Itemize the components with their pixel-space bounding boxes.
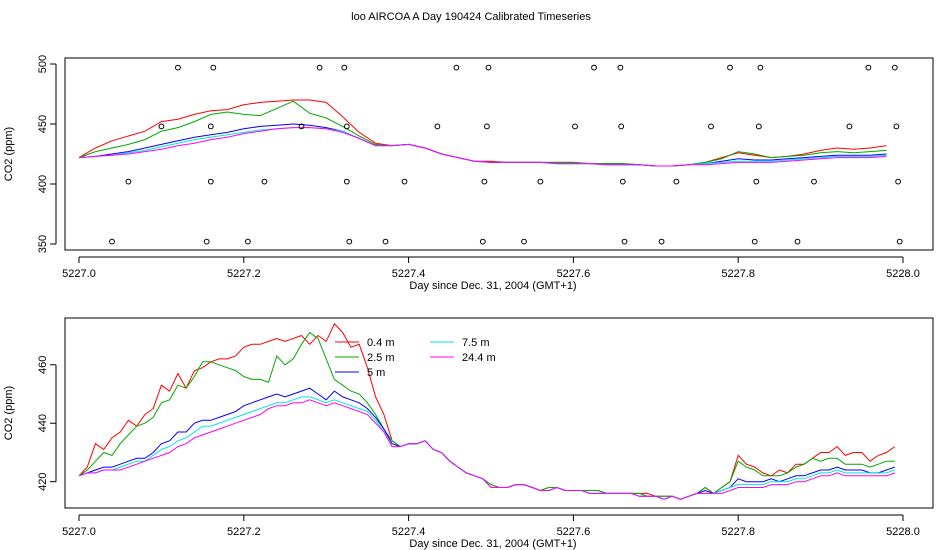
y-tick-label: 440 xyxy=(37,414,49,432)
data-point xyxy=(434,123,441,130)
data-point xyxy=(572,123,578,130)
data-point xyxy=(591,64,597,71)
data-point xyxy=(401,178,408,185)
data-point xyxy=(618,123,625,130)
legend: 0.4 m 2.5 m 5 m 7.5 m 24.4 m xyxy=(335,337,496,379)
data-point xyxy=(865,64,872,71)
x-tick-label: 5227.6 xyxy=(557,526,591,538)
data-point xyxy=(203,238,210,245)
data-point xyxy=(346,238,353,245)
data-point xyxy=(794,238,801,245)
data-point xyxy=(125,178,132,185)
plot-frame xyxy=(64,317,934,509)
data-point xyxy=(751,238,758,245)
data-point xyxy=(757,64,764,71)
legend-entry: 5 m xyxy=(367,367,385,379)
data-point xyxy=(484,123,490,130)
lower-panel: 5227.0 5227.2 5227.4 5227.6 5227.8 5228.0 Day … xyxy=(3,317,934,550)
legend-entry: 7.5 m xyxy=(462,337,490,349)
data-point xyxy=(207,178,214,185)
series-line-5-m xyxy=(78,123,887,167)
legend-entry: 0.4 m xyxy=(367,337,395,349)
series-line-2-5-m xyxy=(78,331,895,500)
data-point xyxy=(658,238,665,245)
data-point xyxy=(896,238,903,245)
data-point xyxy=(453,64,460,71)
data-point xyxy=(343,178,350,185)
data-point xyxy=(811,178,817,185)
x-tick-label: 5227.2 xyxy=(227,268,261,280)
y-axis-label: CO2 (ppm) xyxy=(3,386,15,440)
legend-entry: 24.4 m xyxy=(462,352,496,364)
data-point xyxy=(245,238,251,245)
data-point xyxy=(109,238,115,245)
data-point xyxy=(846,123,853,130)
series-line-0-4-m xyxy=(78,99,887,167)
data-point xyxy=(617,64,624,71)
data-point xyxy=(537,178,544,185)
data-point xyxy=(316,64,323,71)
data-point xyxy=(727,64,733,71)
y-tick-label: 500 xyxy=(37,55,49,73)
data-point xyxy=(755,123,762,130)
upper-panel: 5227.0 5227.2 5227.4 5227.6 5227.8 5228.0 Day … xyxy=(3,55,934,292)
y-tick-label: 460 xyxy=(37,356,49,374)
data-point xyxy=(341,64,348,71)
x-axis-label: Day since Dec. 31, 2004 (GMT+1) xyxy=(409,538,576,550)
data-point xyxy=(207,123,214,130)
y-tick-label: 350 xyxy=(37,235,49,253)
x-tick-label: 5227.6 xyxy=(557,268,591,280)
data-point xyxy=(891,64,898,71)
data-point xyxy=(893,123,900,130)
y-tick-label: 400 xyxy=(37,175,49,193)
plot-frame xyxy=(64,57,934,251)
data-point xyxy=(298,123,305,130)
data-point xyxy=(261,178,268,185)
series-line-2-5-m xyxy=(78,100,887,167)
data-point xyxy=(621,238,628,245)
series-line-24-4-m xyxy=(78,127,887,167)
data-point xyxy=(673,178,680,185)
data-point xyxy=(479,238,486,245)
x-tick-label: 5227.0 xyxy=(62,526,96,538)
data-point xyxy=(619,178,626,185)
data-point xyxy=(382,238,389,245)
figure-title: loo AIRCOA A Day 190424 Calibrated Times… xyxy=(351,11,591,23)
x-tick-label: 5227.8 xyxy=(721,268,755,280)
legend-entry: 2.5 m xyxy=(367,352,395,364)
series-line-24-4-m xyxy=(78,399,895,500)
y-axis-label: CO2 (ppm) xyxy=(3,127,15,181)
data-point xyxy=(210,64,217,71)
data-point xyxy=(895,178,901,185)
x-tick-label: 5227.4 xyxy=(392,268,426,280)
x-axis-label: Day since Dec. 31, 2004 (GMT+1) xyxy=(409,280,576,292)
data-point xyxy=(481,178,488,185)
x-tick-label: 5227.0 xyxy=(62,268,96,280)
x-tick-label: 5227.8 xyxy=(721,526,755,538)
x-tick-label: 5228.0 xyxy=(886,268,920,280)
data-point xyxy=(521,238,527,245)
y-tick-label: 450 xyxy=(37,115,49,133)
data-point xyxy=(708,123,714,130)
data-point xyxy=(485,64,492,71)
series-line-0-4-m xyxy=(78,322,896,500)
x-tick-label: 5227.2 xyxy=(227,526,261,538)
data-point xyxy=(158,123,165,130)
data-point xyxy=(175,64,181,71)
x-tick-label: 5227.4 xyxy=(392,526,426,538)
data-point xyxy=(343,123,350,130)
y-tick-label: 420 xyxy=(37,473,49,491)
data-point xyxy=(753,178,760,185)
x-tick-label: 5228.0 xyxy=(886,526,920,538)
